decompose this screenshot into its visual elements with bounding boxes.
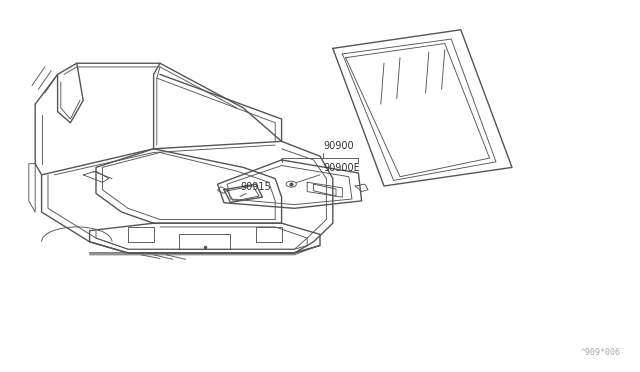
Text: 90900E: 90900E <box>323 163 360 173</box>
Text: 90900: 90900 <box>323 141 354 151</box>
Text: 90915: 90915 <box>240 182 271 192</box>
Text: ^909*006: ^909*006 <box>581 348 621 357</box>
